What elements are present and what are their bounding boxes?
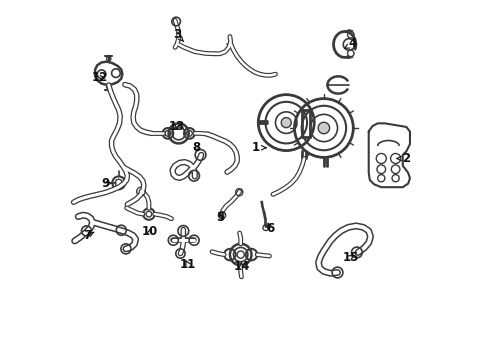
- Text: 1: 1: [252, 141, 266, 154]
- Text: 9: 9: [101, 177, 112, 190]
- Text: 10: 10: [142, 225, 158, 238]
- Text: 5: 5: [216, 211, 224, 224]
- Text: 11: 11: [179, 258, 196, 271]
- Text: 3: 3: [173, 28, 184, 42]
- Text: 13: 13: [169, 120, 185, 133]
- Circle shape: [318, 122, 330, 134]
- Text: 14: 14: [233, 260, 249, 273]
- Circle shape: [281, 118, 291, 128]
- Text: 7: 7: [83, 229, 94, 242]
- Text: 4: 4: [345, 37, 357, 50]
- Text: 12: 12: [92, 71, 108, 84]
- Text: 2: 2: [396, 152, 411, 165]
- Text: 15: 15: [343, 251, 359, 264]
- Text: 8: 8: [193, 141, 201, 154]
- Text: 6: 6: [266, 222, 274, 235]
